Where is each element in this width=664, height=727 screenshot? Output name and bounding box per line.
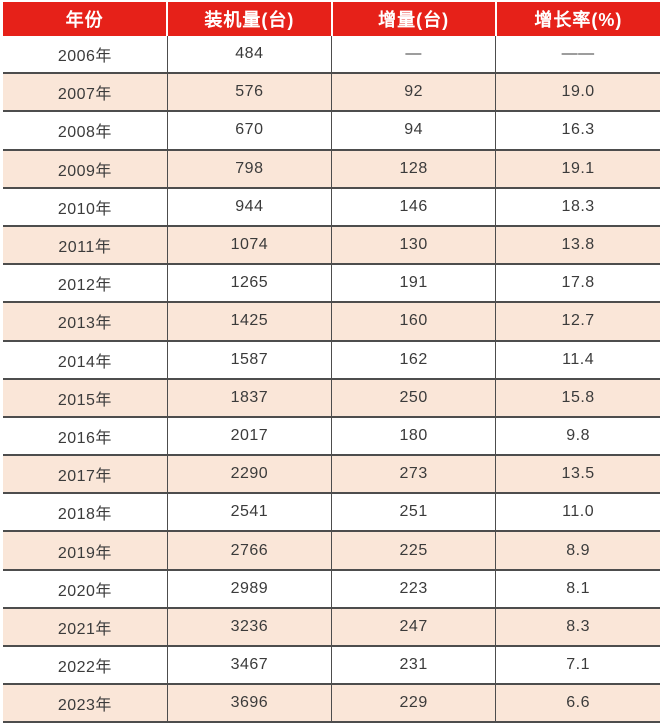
table-cell: 2017 [166,416,332,456]
table-cell: 12.7 [495,302,660,341]
table-cell: 2011年 [58,239,112,257]
column-header-installed: 装机量(台) [166,2,332,36]
table-cell: 11.0 [495,493,660,532]
table-body: 2006年 484— —— 2007年 576 92 19.0 2008年 670 94 16.3 2… [3,36,660,723]
table-cell: 2541 [166,493,332,532]
table-cell: 273 [330,455,496,494]
table-row: 2008年 670 94 16.3 [3,111,660,150]
table-cell: 146 [330,187,496,226]
table-cell: 2014年 [57,353,112,371]
table-cell: 162 [330,340,496,379]
column-header-year: 年份 [3,2,168,36]
table-row: 2009年 798 128 19.1 [3,149,660,188]
table-cell: 484 [166,36,332,74]
table-cell: 576 [166,73,332,112]
table-cell: 11.4 [495,340,660,379]
table-cell: 13.5 [495,455,660,494]
table-cell: 670 [166,111,332,150]
table-cell: 1837 [166,378,332,417]
table-row: 2020年 2989 223 8.1 [3,569,660,608]
table-cell: 17.8 [495,264,660,303]
table-cell: 8.9 [495,531,660,570]
table-cell: 251 [330,493,496,532]
table-cell: 2013年 [57,315,112,333]
table-cell: 1587 [166,340,332,379]
table-cell: 798 [166,149,332,188]
table-row: 2012年 1265 191 17.8 [3,264,660,303]
table-cell: 225 [330,531,496,570]
table-cell: 160 [330,302,496,341]
table-row: 2013年 1425 160 12.7 [3,302,660,341]
table-row: 2007年 576 92 19.0 [3,73,660,112]
table-cell: 180 [330,416,496,456]
table-cell: 2989 [166,569,332,608]
table-cell: 15.8 [495,378,660,417]
table-row: 2015年 1837 250 15.8 [3,378,660,417]
table-cell: 2008年 [57,124,112,142]
table-cell: 247 [330,607,496,646]
table-cell: 2020年 [57,582,112,600]
table-cell: 2016年 [57,429,112,447]
table-row: 2018年 2541 251 11.0 [3,493,660,532]
table-row: 2019年 2766 225 8.9 [3,531,660,570]
table-cell: 13.8 [495,225,660,265]
table-cell: 3696 [166,684,332,723]
table-cell: 250 [330,378,496,417]
table-cell: 944 [166,187,332,226]
table-cell: 2766 [166,531,332,570]
table-cell: 8.3 [495,607,660,646]
table-cell: 9.8 [495,416,660,456]
table-cell: —— [495,36,660,74]
table-cell: 1074 [166,225,332,265]
table-cell: 2015年 [57,391,112,409]
table-row: 2017年 2290 273 13.5 [3,455,660,494]
table-cell: 8.1 [495,569,660,608]
table-cell: 3236 [166,607,332,646]
table-cell: 2017年 [57,468,112,486]
table-row: 2016年 2017 180 9.8 [3,416,660,456]
table-cell: 92 [330,73,496,112]
table-row: 2010年 944 146 18.3 [3,187,660,226]
table-row: 2022年 3467 231 7.1 [3,646,660,685]
table-cell: — [330,36,496,74]
table-cell: 223 [330,569,496,608]
table-cell: 128 [330,149,496,188]
table-cell: 2019年 [57,544,112,562]
table-row: 2011年 1074 130 13.8 [3,225,660,265]
table-cell: 2012年 [57,277,112,295]
table-cell: 6.6 [495,684,660,723]
table-cell: 18.3 [495,187,660,226]
data-table: 年份 装机量(台) 增量(台) 增长率(%) 2006年 484— —— 2007年 5… [3,2,660,723]
table-cell: 16.3 [495,111,660,150]
header-row: 年份 装机量(台) 增量(台) 增长率(%) [3,2,660,36]
table-cell: 229 [330,684,496,723]
table-cell: 2290 [166,455,332,494]
table-row: 2014年 1587 162 11.4 [3,340,660,379]
table-cell: 191 [330,264,496,303]
table-row: 2006年 484— —— [3,36,660,74]
table-row: 2023年 3696 229 6.6 [3,684,660,723]
table-cell: 2022年 [57,659,112,677]
table-cell: 2023年 [57,697,112,715]
table-cell: 2018年 [57,506,112,524]
table-cell: 1425 [166,302,332,341]
table-cell: 19.1 [495,149,660,188]
table-cell: 2010年 [57,200,112,218]
table-cell: 2007年 [57,86,112,104]
table-cell: 2006年 [57,48,112,66]
table-cell: 7.1 [495,646,660,685]
table-cell: 94 [330,111,496,150]
table-cell: 1265 [166,264,332,303]
table-header: 年份 装机量(台) 增量(台) 增长率(%) [3,2,660,36]
table-cell: 19.0 [495,73,660,112]
table-cell: 130 [330,225,496,265]
column-header-growth-rate: 增长率(%) [494,2,660,36]
table-cell: 2021年 [57,620,112,638]
table-row: 2021年 3236 247 8.3 [3,607,660,646]
column-header-increment: 增量(台) [330,2,496,36]
table-cell: 231 [330,646,496,685]
table-cell: 3467 [166,646,332,685]
table-cell: 2009年 [57,162,112,180]
